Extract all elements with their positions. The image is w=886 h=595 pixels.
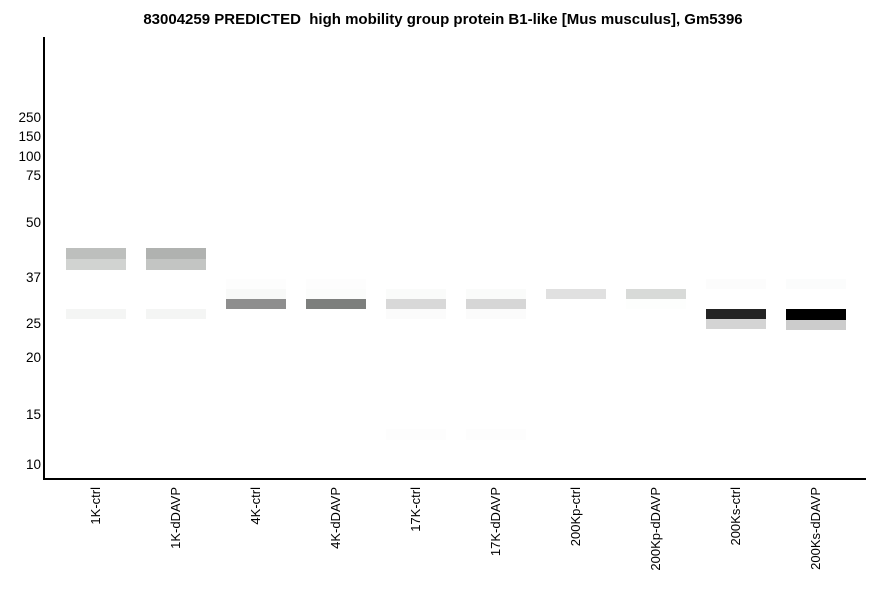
- gel-band: [66, 259, 126, 270]
- gel-band: [146, 248, 206, 259]
- gel-band: [466, 299, 526, 309]
- gel-band: [306, 279, 366, 289]
- gel-band: [146, 259, 206, 270]
- lane-label: 200Ks-dDAVP: [808, 487, 823, 570]
- y-tick-label: 37: [25, 270, 41, 285]
- y-tick-label: 50: [25, 215, 41, 230]
- gel-band: [546, 289, 606, 299]
- gel-band: [66, 248, 126, 259]
- gel-band: [626, 289, 686, 299]
- gel-band: [226, 289, 286, 299]
- lane-label: 1K-dDAVP: [168, 487, 183, 549]
- gel-band: [386, 289, 446, 299]
- gel-band: [626, 299, 686, 309]
- gel-band: [146, 309, 206, 319]
- lane-label: 4K-ctrl: [248, 487, 263, 525]
- gel-band: [466, 309, 526, 319]
- gel-band: [466, 429, 526, 440]
- lane-label: 200Kp-ctrl: [568, 487, 583, 547]
- y-tick-label: 15: [25, 407, 41, 422]
- gel-band: [706, 309, 766, 319]
- gel-band: [386, 429, 446, 440]
- gel-band: [306, 289, 366, 299]
- gel-band: [386, 299, 446, 309]
- y-tick-label: 25: [25, 316, 41, 331]
- y-tick-label: 10: [25, 457, 41, 472]
- y-tick-label: 150: [18, 129, 41, 144]
- lane-label: 200Ks-ctrl: [728, 487, 743, 546]
- gel-band: [226, 299, 286, 309]
- gel-band: [706, 279, 766, 289]
- gel-band: [226, 279, 286, 289]
- gel-band: [786, 279, 846, 289]
- y-tick-label: 75: [25, 168, 41, 183]
- lane-label: 17K-dDAVP: [488, 487, 503, 557]
- y-tick-label: 250: [18, 110, 41, 125]
- x-axis-line: [43, 478, 866, 480]
- figure-title: 83004259 PREDICTED high mobility group p…: [143, 11, 743, 28]
- gel-band: [386, 309, 446, 319]
- y-axis-line: [43, 37, 45, 480]
- gel-band: [786, 320, 846, 330]
- y-tick-label: 100: [18, 149, 41, 164]
- y-tick-label: 20: [25, 350, 41, 365]
- lane-label: 17K-ctrl: [408, 487, 423, 532]
- gel-band: [706, 319, 766, 329]
- gel-band: [466, 289, 526, 299]
- lane-label: 1K-ctrl: [88, 487, 103, 525]
- gel-band: [786, 309, 846, 320]
- lane-label: 200Kp-dDAVP: [648, 487, 663, 571]
- lane-label: 4K-dDAVP: [328, 487, 343, 549]
- gel-band: [66, 309, 126, 319]
- gel-band: [306, 299, 366, 309]
